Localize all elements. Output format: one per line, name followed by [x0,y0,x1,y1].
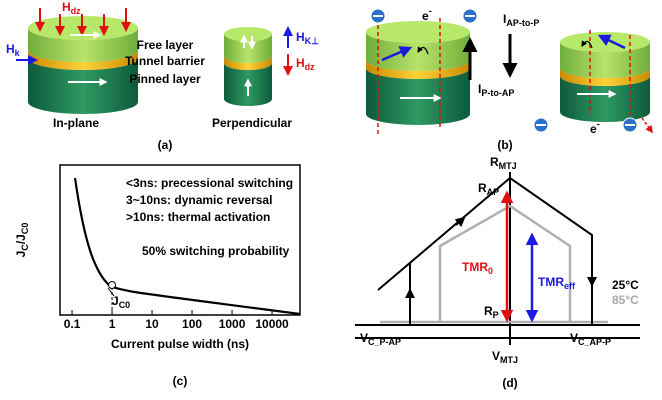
legend-25c: 25°C [612,278,639,292]
x-tick-label: 1 [109,317,116,331]
label: JC0 [112,294,130,310]
top-face [560,32,650,52]
loop-25c [355,178,640,325]
y-axis-label: JC/JC0 [14,223,30,258]
label: Hdz [296,56,315,72]
x-axis-label: Current pulse width (ns) [111,337,249,351]
label: RMTJ [490,155,517,171]
top-face [224,27,272,41]
label: Hk [6,42,21,58]
top-face [366,21,470,43]
figure: Hdz Hk Free layer Tunnel barrier Pinned … [0,0,662,400]
layer-label: Free layer [137,38,194,52]
x-tick-label: 100 [182,317,202,331]
caption: In-plane [53,116,99,130]
label: RP [484,304,499,320]
label: HK⊥ [296,30,319,46]
caption: Perpendicular [212,116,292,130]
mtj-cylinder [366,21,470,125]
label: IAP-to-P [503,12,539,28]
note: 50% switching probability [142,244,290,258]
x-tick-label: 10 [145,317,159,331]
layer-label: Pinned layer [129,72,201,86]
x-tick-label: 1000 [219,317,246,331]
x-tick-label: 10000 [255,317,289,331]
cylinders [28,16,650,125]
panel-label: (b) [497,138,512,152]
panel-c: JC0 <3ns: precessional switching 3~10ns:… [14,165,300,388]
label: RAP [478,181,499,197]
label: IP-to-AP [478,82,514,98]
point [109,282,116,289]
label: VC_AP-P [570,331,611,347]
panel-d: RMTJ RAP RP TMR0 TMReff 25°C 85°C VC_P-A… [355,155,640,390]
arrow [642,118,652,132]
label: Hdz [62,0,81,16]
x-tick-label: 0.1 [64,317,81,331]
label: VC_P-AP [360,331,401,347]
note: >10ns: thermal activation [126,210,270,224]
label: e- [590,119,600,136]
panel-label: (d) [502,376,517,390]
label: TMR0 [462,260,493,276]
note: 3~10ns: dynamic reversal [126,193,272,207]
label: e- [422,6,432,23]
panel-label: (a) [158,138,173,152]
mtj-cylinder [560,32,650,122]
note: <3ns: precessional switching [126,176,293,190]
label: VMTJ [492,349,518,365]
layer-label: Tunnel barrier [125,54,205,68]
panel-label: (c) [173,374,188,388]
legend-85c: 85°C [612,293,639,307]
